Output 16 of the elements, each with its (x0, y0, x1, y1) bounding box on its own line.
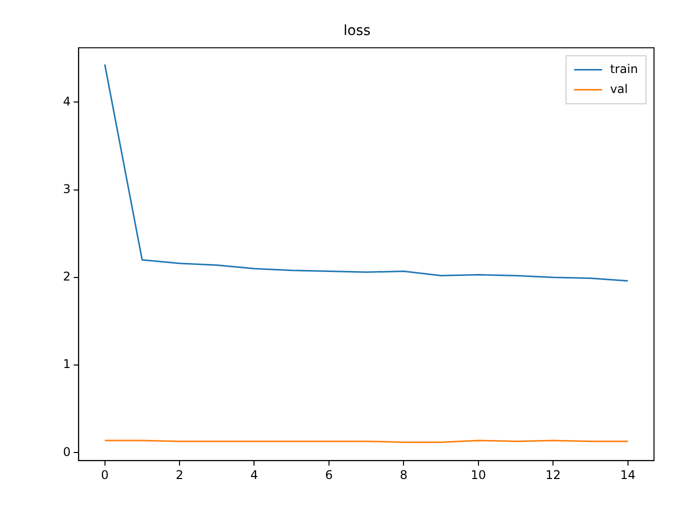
legend-label: val (610, 82, 628, 96)
x-tick-label: 12 (545, 468, 561, 482)
x-tick-label: 14 (620, 468, 636, 482)
x-tick-label: 6 (325, 468, 333, 482)
y-tick-label: 3 (62, 182, 71, 196)
x-tick-label: 0 (100, 468, 109, 482)
x-tick-label: 4 (250, 468, 258, 482)
x-tick-label: 10 (470, 468, 486, 482)
y-tick-label: 4 (62, 94, 71, 108)
y-tick-label: 0 (62, 444, 71, 459)
y-tick-label: 1 (62, 357, 71, 372)
chart-title: loss (343, 23, 371, 40)
y-tick-label: 2 (62, 270, 71, 284)
x-tick-label: 2 (176, 468, 184, 482)
legend-label: train (610, 62, 638, 76)
x-tick-label: 8 (400, 468, 408, 482)
